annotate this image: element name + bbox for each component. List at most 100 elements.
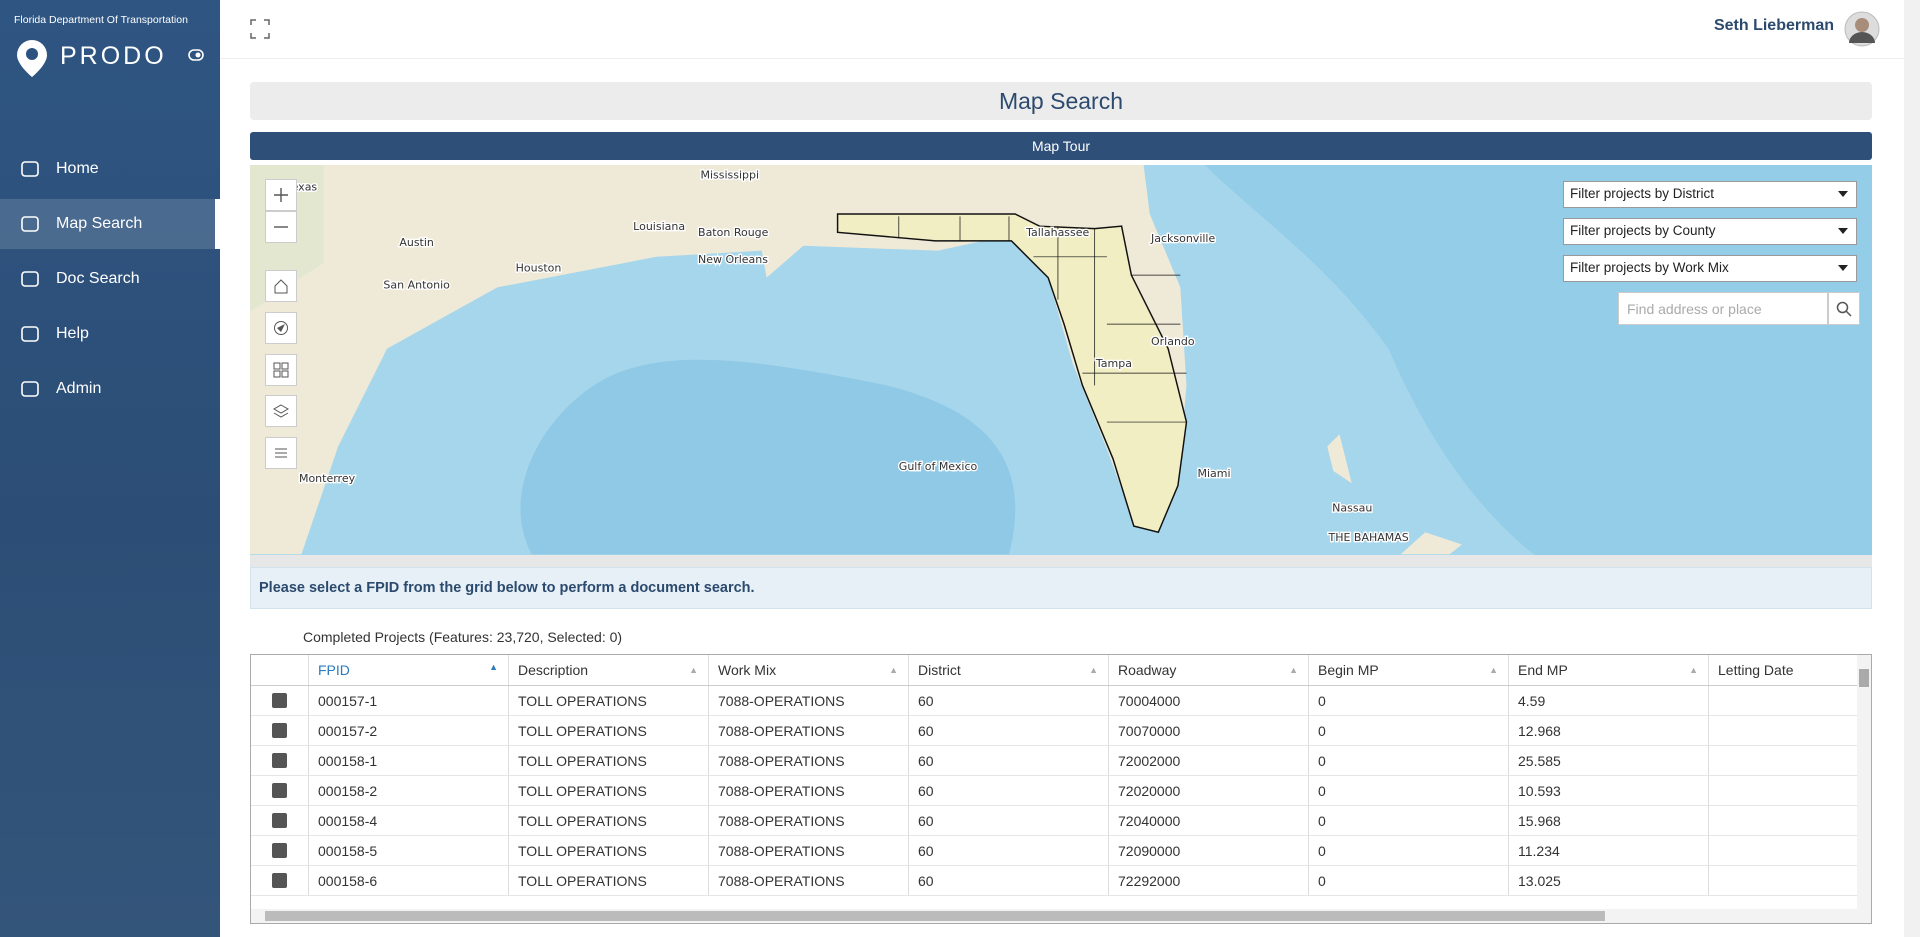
grid-cell: 72002000 [1109,746,1309,775]
grid-cell: 70004000 [1109,686,1309,715]
column-header[interactable]: Letting Date▲ [1709,655,1872,685]
nav-icon [20,269,40,289]
sort-icon: ▲ [489,655,498,679]
column-header[interactable]: End MP▲ [1509,655,1709,685]
page-scrollbar[interactable] [1904,0,1920,937]
basemap-button[interactable] [265,354,297,386]
grid-cell: 60 [909,866,1109,895]
grid-cell: TOLL OPERATIONS [509,836,709,865]
grid-cell: 000157-2 [309,716,509,745]
search-input[interactable]: Find address or place [1618,292,1828,325]
grid-cell: 000158-2 [309,776,509,805]
nav-label: Help [56,325,89,343]
nav-item[interactable]: Home [0,144,220,194]
header: Seth Lieberman [220,0,1904,59]
grid-row[interactable]: 000157-1TOLL OPERATIONS7088-OPERATIONS60… [251,686,1872,716]
nav-item[interactable]: Doc Search [0,254,220,304]
grid-row[interactable]: 000158-4TOLL OPERATIONS7088-OPERATIONS60… [251,806,1872,836]
grid-cell: TOLL OPERATIONS [509,806,709,835]
grid-row[interactable]: 000158-6TOLL OPERATIONS7088-OPERATIONS60… [251,866,1872,896]
grid-cell: 7088-OPERATIONS [709,806,909,835]
column-header[interactable]: District▲ [909,655,1109,685]
zoom-out[interactable] [265,211,297,243]
map-label: THE BAHAMAS [1327,531,1408,544]
grid-cell: TOLL OPERATIONS [509,776,709,805]
nav-label: Map Search [56,215,142,233]
user-name[interactable]: Seth Lieberman [1714,17,1834,35]
grid-cell-empty [1709,716,1872,745]
home-button[interactable] [265,270,297,302]
nav-label: Home [56,160,99,178]
horizontal-scrollbar[interactable] [251,909,1857,923]
filter-select[interactable]: Filter projects by District [1563,181,1857,208]
vertical-scrollbar[interactable] [1857,655,1871,923]
map-label: San Antonio [383,279,450,292]
map-tour-button[interactable]: Map Tour [250,132,1872,160]
toggle[interactable] [188,49,204,61]
checkbox[interactable] [272,693,287,708]
avatar[interactable] [1844,11,1880,47]
zoom-in[interactable] [265,179,297,211]
map-label: Louisiana [633,220,685,233]
grid-cell: 60 [909,686,1109,715]
map[interactable]: exasMississippiAustinHoustonSan AntonioL… [250,165,1872,555]
grid-cell: TOLL OPERATIONS [509,746,709,775]
expand-icon[interactable] [250,19,270,39]
grid-row[interactable]: 000157-2TOLL OPERATIONS7088-OPERATIONS60… [251,716,1872,746]
locate-button[interactable] [265,312,297,344]
checkbox[interactable] [272,873,287,888]
grid-cell: 7088-OPERATIONS [709,866,909,895]
column-header[interactable]: Begin MP▲ [1309,655,1509,685]
checkbox[interactable] [272,783,287,798]
map-label: Monterrey [299,472,356,485]
grid-cell: 4.59 [1509,686,1709,715]
grid-cell: TOLL OPERATIONS [509,716,709,745]
checkbox[interactable] [272,813,287,828]
map-label: Miami [1197,467,1230,480]
grid-row[interactable]: 000158-5TOLL OPERATIONS7088-OPERATIONS60… [251,836,1872,866]
map-label: Austin [399,236,434,249]
grid-cell: 0 [1309,806,1509,835]
sort-icon: ▲ [1489,655,1498,685]
grid-row[interactable]: 000158-1TOLL OPERATIONS7088-OPERATIONS60… [251,746,1872,776]
checkbox[interactable] [272,723,287,738]
map-label: Baton Rouge [698,226,769,239]
column-header[interactable]: Roadway▲ [1109,655,1309,685]
grid-cell: 000158-1 [309,746,509,775]
legend-button[interactable] [265,437,297,469]
column-header[interactable]: Description▲ [509,655,709,685]
grid-cell: 25.585 [1509,746,1709,775]
grid-cell: 7088-OPERATIONS [709,776,909,805]
grid-row[interactable]: 000158-2TOLL OPERATIONS7088-OPERATIONS60… [251,776,1872,806]
nav-icon [20,324,40,344]
nav-item[interactable]: Admin [0,364,220,414]
grid-cell: 60 [909,836,1109,865]
checkbox[interactable] [272,753,287,768]
grid-cell-empty [1709,746,1872,775]
layers-button[interactable] [265,395,297,427]
nav-label: Admin [56,380,101,398]
page-title: Map Search [250,82,1872,120]
filter-select[interactable]: Filter projects by Work Mix [1563,255,1857,282]
grid-cell: 13.025 [1509,866,1709,895]
nav-item[interactable]: Map Search [0,199,220,249]
grid-cell: 0 [1309,866,1509,895]
checkbox[interactable] [272,843,287,858]
grid-cell: 60 [909,746,1109,775]
nav-item[interactable]: Help [0,309,220,359]
column-header[interactable]: FPID▲ [309,655,509,685]
map-label: Tallahassee [1025,226,1089,239]
search-button[interactable] [1828,292,1860,325]
resize-handle[interactable] [250,555,1872,567]
sort-icon: ▲ [889,655,898,685]
map-label: Houston [516,261,562,274]
sidebar: Florida Department Of Transportation PRO… [0,0,220,937]
column-header[interactable]: Work Mix▲ [709,655,909,685]
filter-select[interactable]: Filter projects by County [1563,218,1857,245]
grid-cell: 60 [909,716,1109,745]
notice: Please select a FPID from the grid below… [250,567,1872,609]
grid-cell: 11.234 [1509,836,1709,865]
content: Map Search Map Tour exasMississippiAusti… [250,82,1872,924]
checkbox-cell [251,836,309,865]
grid-cell: 0 [1309,746,1509,775]
